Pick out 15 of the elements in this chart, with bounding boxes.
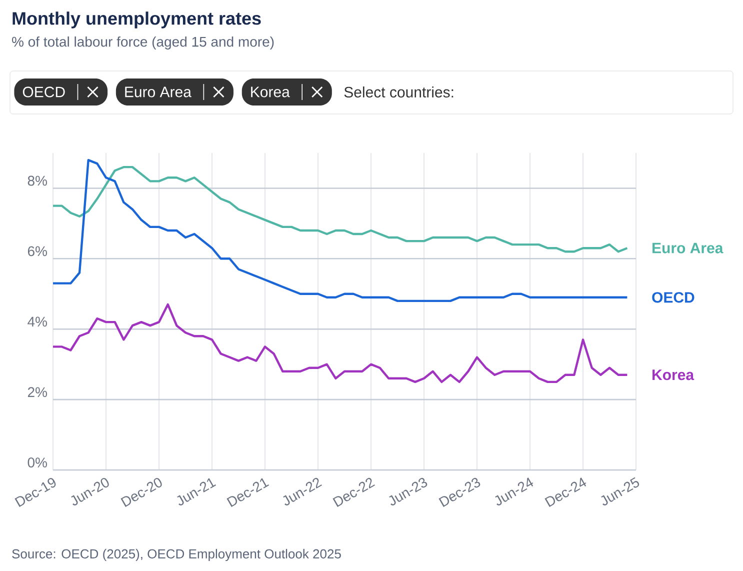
text: Euro Area <box>125 86 192 98</box>
source-note: Source: OECD (2025), OECD Employment Outlook 2025 <box>12 548 341 562</box>
y-tick-label: 0% <box>28 458 47 468</box>
series-label: OECD <box>652 292 694 303</box>
y-tick-label: 8% <box>28 176 47 186</box>
text: Korea <box>251 86 290 98</box>
chart-title: Monthly unemployment rates <box>12 12 261 28</box>
y-tick-label: 4% <box>28 316 47 327</box>
y-tick-label: 6% <box>28 246 47 256</box>
text: Select countries: <box>344 86 454 98</box>
series-label: Korea <box>652 370 694 380</box>
series-label: Euro Area <box>652 242 724 254</box>
text: OECD <box>22 86 65 98</box>
chart-subtitle: % of total labour force (aged 15 and more) <box>12 36 274 50</box>
y-tick-label: 2% <box>28 387 47 398</box>
